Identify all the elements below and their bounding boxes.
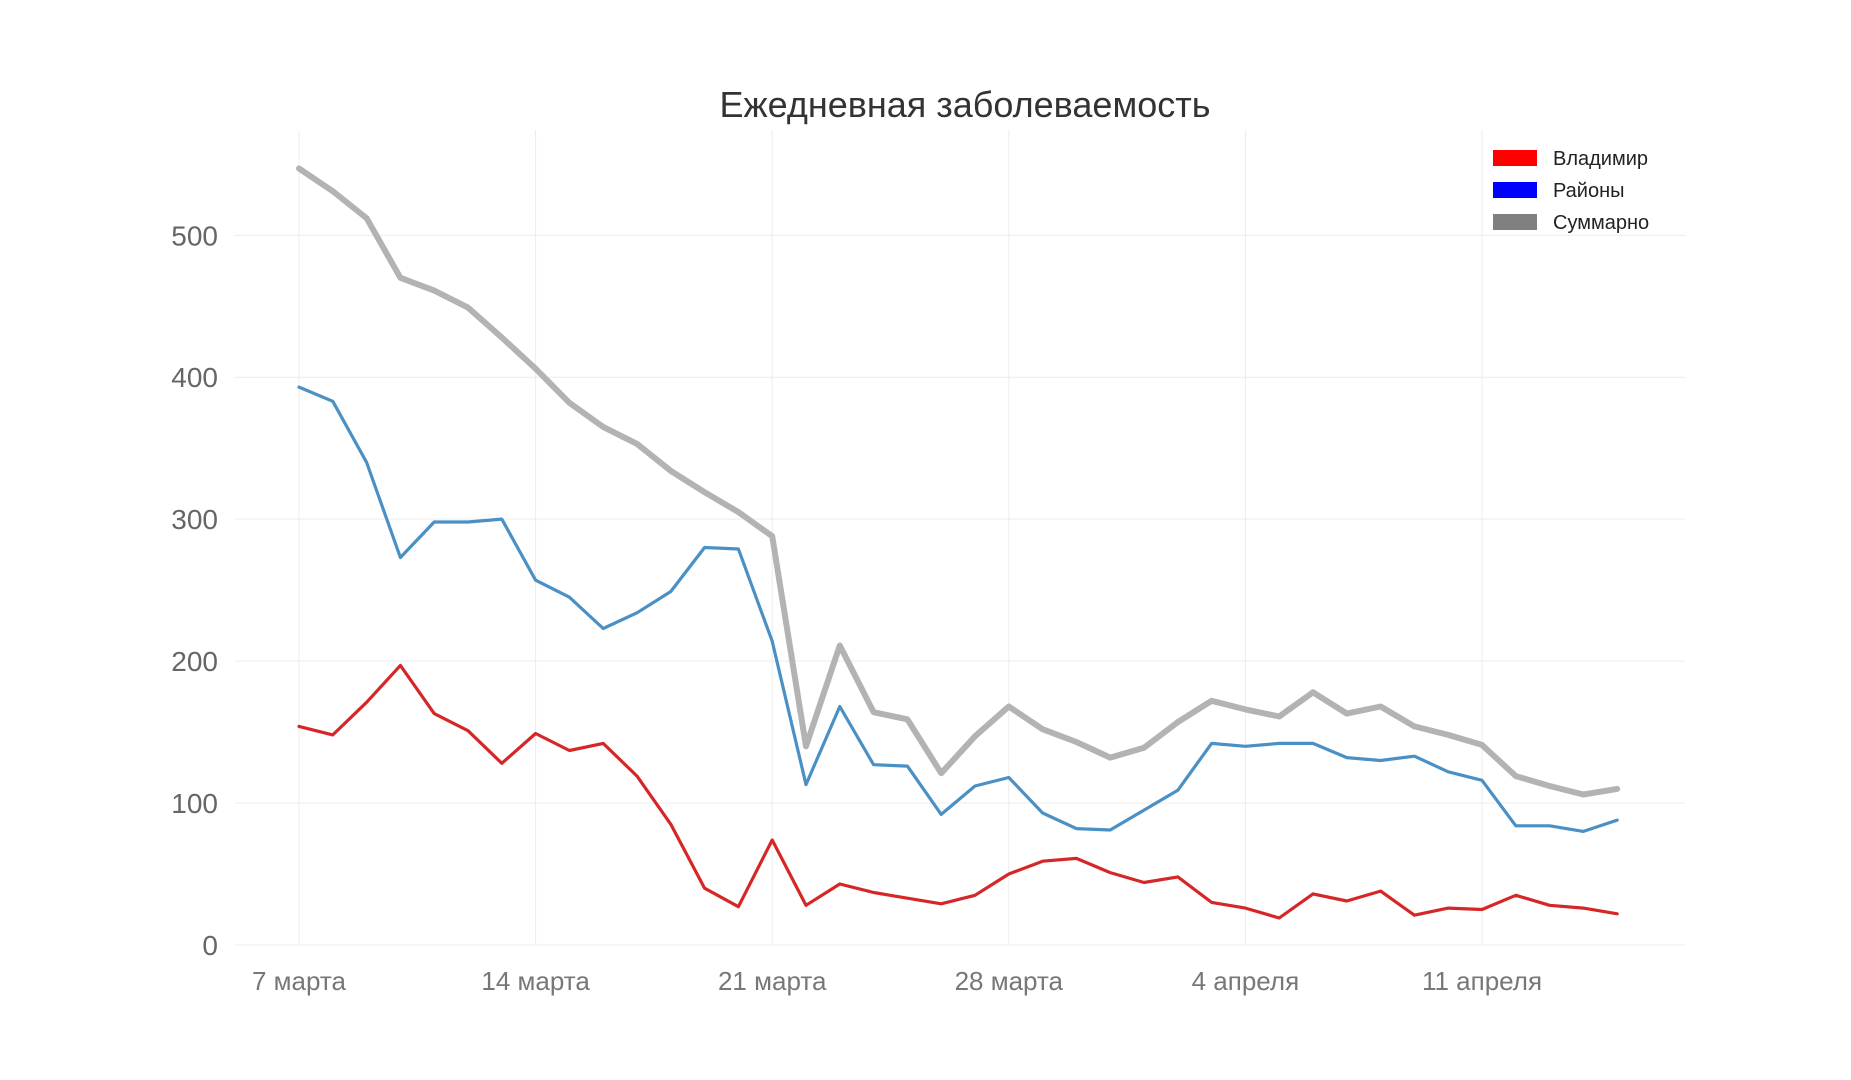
y-tick-label: 100 <box>171 788 218 819</box>
series-line-total <box>296 165 1621 798</box>
legend-label-districts: Районы <box>1553 180 1625 202</box>
legend-label-vladimir: Владимир <box>1553 148 1648 170</box>
legend-label-total: Суммарно <box>1553 212 1649 234</box>
y-tick-label: 500 <box>171 220 218 251</box>
y-axis: 0 100 200 300 400 500 <box>171 220 218 961</box>
y-tick-label: 200 <box>171 646 218 677</box>
x-tick-label: 14 марта <box>481 966 590 996</box>
chart-title: Ежедневная заболеваемость <box>720 84 1211 125</box>
series-line-districts <box>297 385 1619 834</box>
y-tick-label: 400 <box>171 362 218 393</box>
x-tick-label: 21 марта <box>718 966 827 996</box>
series <box>296 165 1621 920</box>
legend-swatch-districts <box>1493 182 1537 198</box>
legend-swatch-vladimir <box>1493 150 1537 166</box>
y-tick-label: 0 <box>202 930 218 961</box>
x-axis: 7 марта 14 марта 21 марта 28 марта 4 апреля 1… <box>252 966 1542 996</box>
legend: Владимир Районы Суммарно <box>1493 148 1649 234</box>
grid <box>235 130 1685 946</box>
x-tick-label: 4 апреля <box>1192 966 1300 996</box>
x-tick-label: 11 апреля <box>1422 966 1542 996</box>
y-tick-label: 300 <box>171 504 218 535</box>
legend-swatch-total <box>1493 214 1537 230</box>
series-line-vladimir <box>297 663 1619 920</box>
x-tick-label: 7 марта <box>252 966 347 996</box>
x-tick-label: 28 марта <box>955 966 1064 996</box>
